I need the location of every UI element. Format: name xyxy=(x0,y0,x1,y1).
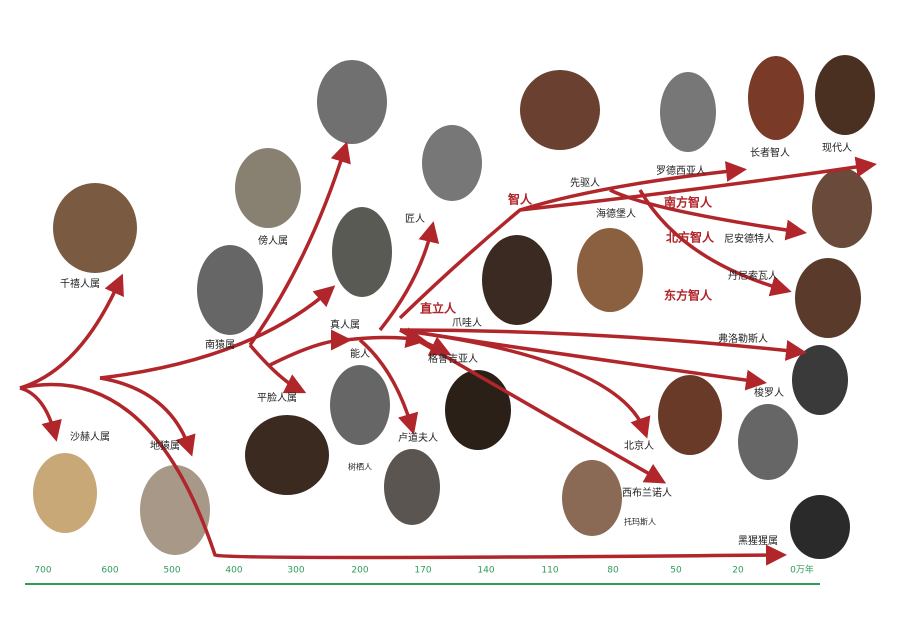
time-label: 140 xyxy=(477,566,494,576)
face xyxy=(577,228,643,312)
face xyxy=(330,365,390,445)
labels: 千禧人属 沙赫人属 地猿属 南猿属 傍人属 平脸人属 真人属 能人 卢道夫人 树… xyxy=(60,142,852,547)
species-label: 真人属 xyxy=(330,318,360,331)
time-label: 0万年 xyxy=(790,564,814,576)
face xyxy=(520,70,600,150)
face xyxy=(235,148,301,228)
face xyxy=(317,60,387,144)
branch xyxy=(519,156,877,212)
species-label: 地猿属 xyxy=(150,439,180,452)
species-label: 弗洛勒斯人 xyxy=(718,332,768,345)
face xyxy=(53,183,137,273)
time-label: 170 xyxy=(414,566,431,576)
species-label: 梭罗人 xyxy=(754,386,784,399)
face xyxy=(815,55,875,135)
species-label: 匠人 xyxy=(405,213,425,225)
species-label: 直立人 xyxy=(420,301,457,316)
species-label: 罗德西亚人 xyxy=(656,164,706,177)
species-label: 北京人 xyxy=(624,439,654,452)
branch xyxy=(99,285,336,380)
time-label: 110 xyxy=(541,566,558,576)
species-label: 海德堡人 xyxy=(596,207,636,220)
branch xyxy=(248,343,307,394)
species-label: 平脸人属 xyxy=(257,391,297,404)
faces xyxy=(33,55,875,559)
species-label: 现代人 xyxy=(822,142,852,154)
face xyxy=(33,453,97,533)
branch xyxy=(344,327,427,349)
time-label: 20 xyxy=(732,566,744,576)
branch xyxy=(399,328,667,484)
face xyxy=(658,375,722,455)
species-label: 黑猩猩属 xyxy=(738,535,778,547)
branch xyxy=(248,141,351,347)
species-label: 树栖人 xyxy=(348,462,372,472)
species-label: 尼安德特人 xyxy=(724,232,774,245)
species-label: 卢道夫人 xyxy=(398,431,438,444)
branch xyxy=(19,273,124,390)
species-label: 千禧人属 xyxy=(60,277,100,290)
branch xyxy=(99,376,196,457)
face xyxy=(562,460,622,536)
branch xyxy=(19,382,787,566)
species-label: 托玛斯人 xyxy=(624,517,656,527)
species-label: 沙赫人属 xyxy=(70,431,110,443)
species-label: 长者智人 xyxy=(750,146,790,159)
face xyxy=(790,495,850,559)
branch xyxy=(269,329,352,367)
species-label: 智人 xyxy=(507,192,533,207)
branch xyxy=(358,338,419,435)
face xyxy=(482,235,552,325)
branch xyxy=(399,328,807,361)
face xyxy=(140,465,210,555)
time-label: 200 xyxy=(351,566,368,576)
branch xyxy=(609,188,807,241)
face xyxy=(792,345,848,415)
branches xyxy=(19,141,877,566)
species-label: 爪哇人 xyxy=(452,316,482,329)
branch xyxy=(638,189,792,297)
time-label: 80 xyxy=(607,566,619,576)
species-label: 傍人属 xyxy=(258,234,288,247)
face xyxy=(795,258,861,338)
face xyxy=(422,125,482,201)
time-label: 500 xyxy=(163,566,180,576)
time-label: 600 xyxy=(101,566,118,576)
face xyxy=(384,449,440,525)
time-label: 400 xyxy=(225,566,242,576)
species-label: 能人 xyxy=(350,347,370,360)
branch xyxy=(399,328,452,356)
branch xyxy=(399,328,651,439)
species-label: 先驱人 xyxy=(570,177,600,189)
face xyxy=(197,245,263,335)
face xyxy=(748,56,804,140)
species-label: 东方智人 xyxy=(664,288,713,303)
face xyxy=(812,168,872,248)
branch xyxy=(378,221,440,332)
face xyxy=(445,370,511,450)
face xyxy=(660,72,716,152)
time-label: 700 xyxy=(34,566,51,576)
species-label: 南猿属 xyxy=(205,338,235,351)
timeline-labels: 700 600 500 400 300 200 170 140 110 80 5… xyxy=(34,564,813,576)
species-label: 南方智人 xyxy=(664,195,713,210)
species-label: 丹尼索瓦人 xyxy=(728,269,778,282)
time-label: 50 xyxy=(670,566,682,576)
species-label: 北方智人 xyxy=(666,230,715,245)
time-label: 300 xyxy=(287,566,304,576)
branch xyxy=(19,386,62,442)
face xyxy=(738,404,798,480)
face xyxy=(332,207,392,297)
species-label: 格鲁吉亚人 xyxy=(428,352,478,365)
species-label: 西布兰诺人 xyxy=(622,486,672,499)
face xyxy=(245,415,329,495)
